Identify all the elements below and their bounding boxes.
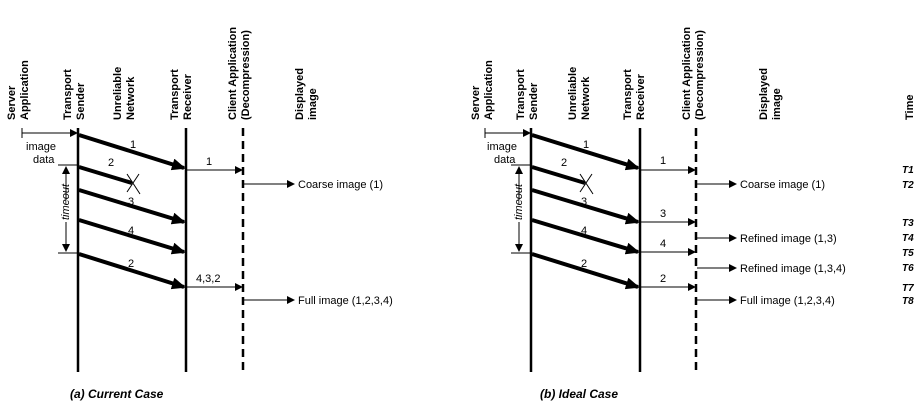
packet-loss-mark — [126, 173, 141, 195]
time-label: T7 — [902, 283, 914, 294]
svg-text:(Decompression): (Decompression) — [240, 30, 252, 120]
column-label-time: Time — [904, 95, 916, 120]
packet-label-4: 4 — [581, 225, 587, 237]
time-label: T1 — [902, 165, 914, 176]
packet-label-4: 4 — [128, 225, 134, 237]
packet-label-1: 1 — [583, 139, 589, 151]
svg-text:Sender: Sender — [75, 82, 87, 120]
packet-label-3: 3 — [581, 196, 587, 208]
receiver-label: 4,3,2 — [196, 273, 220, 285]
svg-text:Receiver: Receiver — [635, 73, 647, 120]
column-label-server: Server Application — [470, 60, 495, 120]
svg-text:Server: Server — [6, 85, 18, 120]
packet-arrow-2-lost — [78, 165, 133, 185]
svg-text:Transport: Transport — [169, 69, 181, 120]
image-data-label: image — [26, 141, 56, 153]
packet-arrow-2-lost — [531, 165, 586, 185]
panel-a: Server Application Transport Sender Unre… — [6, 27, 393, 401]
time-label: T2 — [902, 180, 914, 191]
displayed-image-label: Refined image (1,3,4) — [740, 263, 846, 275]
svg-text:(Decompression): (Decompression) — [694, 30, 706, 120]
svg-text:Sender: Sender — [528, 82, 540, 120]
column-label-client: Client Application (Decompression) — [227, 27, 252, 120]
column-label-network: Unreliable Network — [112, 67, 137, 120]
timeout-label: timeout — [60, 183, 72, 220]
packet-label-2-retransmit: 2 — [128, 258, 134, 270]
packet-arrow-1 — [78, 133, 186, 171]
column-label-client: Client Application (Decompression) — [681, 27, 706, 120]
packet-arrow-4 — [78, 218, 186, 255]
column-label-display: Displayed image — [294, 68, 319, 120]
packet-arrow-1 — [531, 133, 640, 171]
packet-arrow-2-retransmit — [531, 252, 640, 290]
svg-text:Application: Application — [483, 60, 495, 120]
time-label: T3 — [902, 218, 914, 229]
column-label-sender: Transport Sender — [62, 69, 87, 120]
svg-text:Displayed: Displayed — [294, 68, 306, 120]
svg-text:Transport: Transport — [622, 69, 634, 120]
packet-label-2: 2 — [108, 157, 114, 169]
column-label-display: Displayed image — [758, 68, 783, 120]
panel-b: Server Application Transport Sender Unre… — [470, 27, 916, 401]
svg-text:Client Application: Client Application — [227, 27, 239, 120]
displayed-image-label: Coarse image (1) — [740, 179, 825, 191]
column-label-receiver: Transport Receiver — [169, 69, 194, 120]
packet-arrow-3 — [78, 188, 186, 225]
packet-arrow-4 — [531, 218, 640, 255]
displayed-image-label: Refined image (1,3) — [740, 233, 837, 245]
time-label: T8 — [902, 296, 914, 307]
caption-a: (a) Current Case — [70, 387, 164, 401]
displayed-image-label: Coarse image (1) — [298, 179, 383, 191]
packet-arrow-2-retransmit — [78, 252, 186, 290]
svg-text:Unreliable: Unreliable — [112, 67, 124, 120]
svg-text:Receiver: Receiver — [182, 73, 194, 120]
svg-text:Application: Application — [19, 60, 31, 120]
receiver-label: 3 — [660, 208, 666, 220]
svg-text:Transport: Transport — [62, 69, 74, 120]
image-data-label: data — [33, 154, 55, 166]
packet-arrow-3 — [531, 188, 640, 225]
displayed-image-label: Full image (1,2,3,4) — [740, 295, 835, 307]
svg-text:Displayed: Displayed — [758, 68, 770, 120]
packet-label-2: 2 — [561, 157, 567, 169]
caption-b: (b) Ideal Case — [540, 387, 618, 401]
time-label: T5 — [902, 248, 914, 259]
packet-loss-mark — [579, 173, 594, 195]
time-label: T6 — [902, 263, 914, 274]
svg-text:Transport: Transport — [515, 69, 527, 120]
time-label: T4 — [902, 233, 914, 244]
receiver-label: 1 — [660, 155, 666, 167]
receiver-label: 1 — [206, 156, 212, 168]
column-label-network: Unreliable Network — [567, 67, 592, 120]
receiver-label: 4 — [660, 238, 666, 250]
svg-text:image: image — [771, 88, 783, 120]
svg-text:Client Application: Client Application — [681, 27, 693, 120]
receiver-label: 2 — [660, 273, 666, 285]
column-label-sender: Transport Sender — [515, 69, 540, 120]
svg-text:Unreliable: Unreliable — [567, 67, 579, 120]
column-label-server: Server Application — [6, 60, 31, 120]
svg-text:image: image — [307, 88, 319, 120]
svg-text:Network: Network — [580, 76, 592, 120]
image-data-label: data — [494, 154, 516, 166]
column-label-receiver: Transport Receiver — [622, 69, 647, 120]
timeout-label: timeout — [513, 183, 525, 220]
svg-text:Network: Network — [125, 76, 137, 120]
image-data-label: image — [487, 141, 517, 153]
displayed-image-label: Full image (1,2,3,4) — [298, 295, 393, 307]
packet-label-3: 3 — [128, 196, 134, 208]
svg-text:Server: Server — [470, 85, 482, 120]
packet-label-2-retransmit: 2 — [581, 258, 587, 270]
packet-label-1: 1 — [130, 139, 136, 151]
